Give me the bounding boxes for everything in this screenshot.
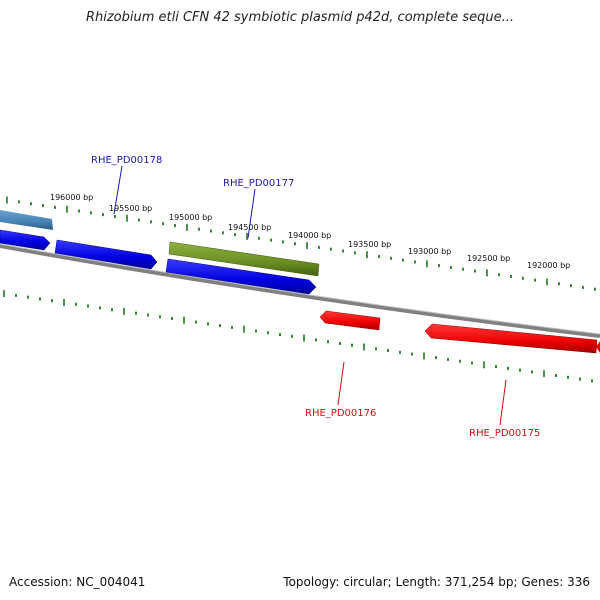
gene-label[interactable]: RHE_PD00176 bbox=[305, 408, 376, 419]
scale-ticks-outer bbox=[6, 196, 596, 291]
gene-steel-forward[interactable] bbox=[0, 210, 53, 230]
map-title: Rhizobium etli CFN 42 symbiotic plasmid … bbox=[85, 10, 515, 25]
plasmid-backbone bbox=[0, 244, 600, 338]
scale-label: 194000 bp bbox=[288, 231, 331, 240]
accession-text: Accession: NC_004041 bbox=[9, 575, 146, 589]
gene-leader-line bbox=[337, 361, 345, 406]
gene-red-reverse[interactable] bbox=[596, 341, 600, 353]
scale-ticks-inner bbox=[3, 290, 593, 383]
scale-label: 195000 bp bbox=[169, 213, 212, 222]
gene-label[interactable]: RHE_PD00177 bbox=[223, 178, 294, 189]
gene-label[interactable]: RHE_PD00175 bbox=[469, 428, 540, 439]
gene-label[interactable]: RHE_PD00178 bbox=[91, 155, 162, 166]
summary-text: Topology: circular; Length: 371,254 bp; … bbox=[283, 575, 590, 589]
gene-leader-line bbox=[499, 379, 507, 426]
scale-label: 193000 bp bbox=[408, 247, 451, 256]
gene-leader-line bbox=[113, 165, 123, 215]
scale-label: 196000 bp bbox=[50, 193, 93, 202]
gene-olive-forward[interactable] bbox=[168, 241, 320, 277]
gene-leader-line bbox=[247, 188, 256, 239]
gene-red-reverse[interactable] bbox=[424, 323, 598, 354]
gene-blue-forward[interactable] bbox=[0, 229, 51, 251]
plasmid-backbone-highlight bbox=[0, 243, 600, 335]
gene-blue-forward[interactable] bbox=[54, 239, 158, 270]
scale-label: 192500 bp bbox=[467, 254, 510, 263]
gene-blue-forward[interactable] bbox=[165, 258, 317, 295]
gene-red-reverse[interactable] bbox=[319, 310, 381, 331]
scale-label: 195500 bp bbox=[109, 204, 152, 213]
scale-label: 193500 bp bbox=[348, 240, 391, 249]
scale-label: 192000 bp bbox=[527, 261, 570, 270]
